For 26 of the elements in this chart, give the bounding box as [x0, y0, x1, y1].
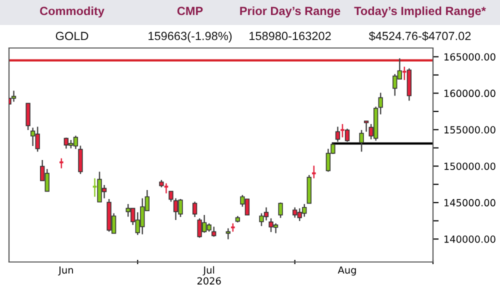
x-tick-label: Jun	[58, 266, 73, 276]
text: $4524.76-$4707.02	[368, 31, 471, 41]
candlestick	[26, 102, 30, 131]
y-tick-label: 165000.00	[444, 53, 496, 61]
x-tick-label: Aug	[338, 266, 356, 276]
candlestick	[344, 128, 350, 142]
candlestick	[11, 90, 16, 102]
text: 158980-163202	[250, 32, 331, 40]
text: Today’s Implied Range*	[354, 6, 486, 18]
y-tick-label: 150000.00	[444, 162, 496, 170]
text: Prior Day’s Range	[240, 6, 340, 18]
text: Commodity	[40, 6, 104, 18]
text: GOLD	[56, 32, 88, 40]
y-tick-label: 155000.00	[444, 126, 496, 134]
candlestick	[278, 202, 283, 219]
candlestick	[378, 92, 383, 115]
y-tick-label: 160000.00	[444, 90, 496, 98]
candlestick	[335, 126, 340, 142]
candlestick	[192, 201, 198, 218]
candlestick	[78, 145, 83, 175]
text: CMP	[177, 6, 203, 16]
text: 159663(-1.98%)	[148, 32, 232, 42]
y-tick-label: 145000.00	[444, 199, 496, 206]
x-tick-label: Jul 2026	[197, 266, 221, 285]
candlestick	[359, 129, 364, 152]
y-tick-label: 140000.00	[444, 236, 496, 243]
